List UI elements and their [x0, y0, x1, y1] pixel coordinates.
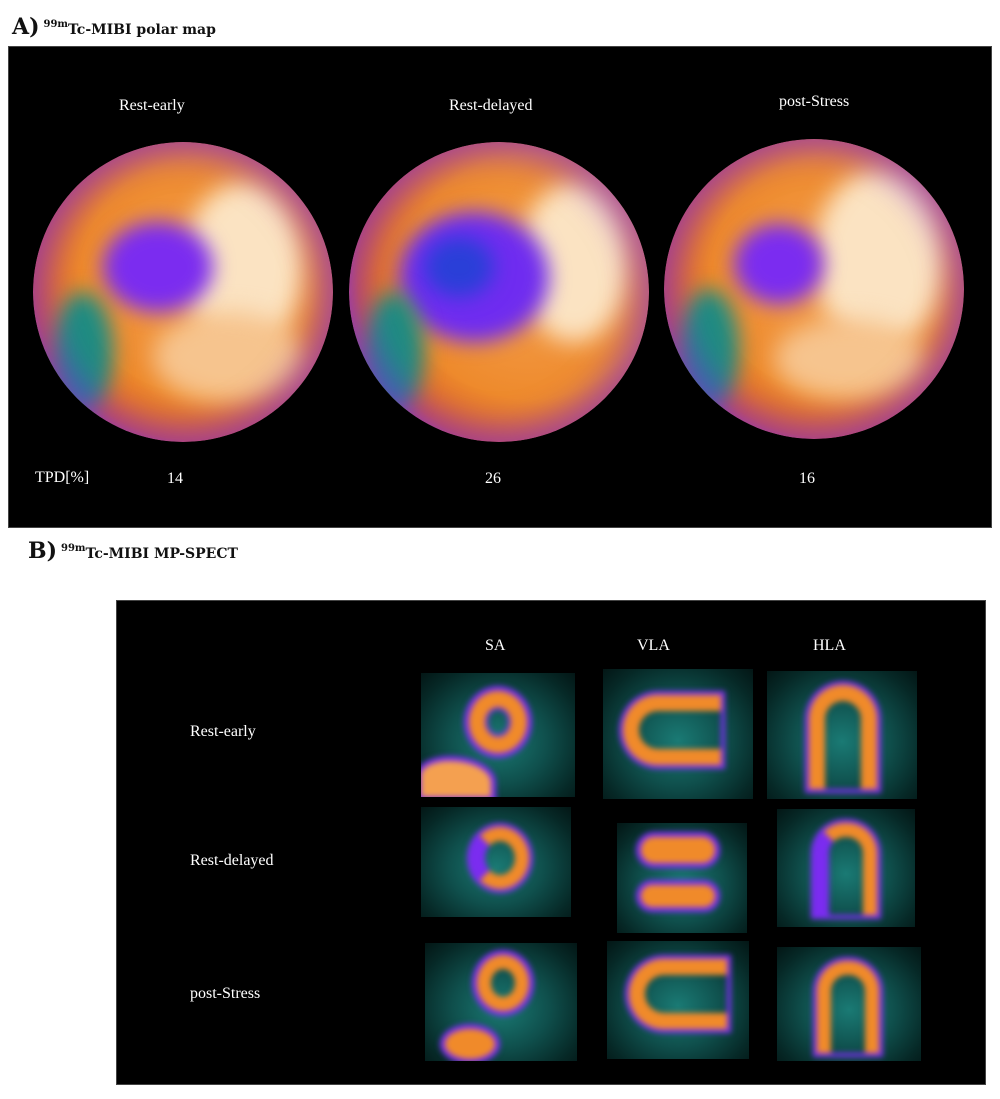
slice-hla-rest-early: 31 [767, 671, 917, 799]
polar-map-rest-early [33, 142, 333, 442]
tpd-value-post-stress: 16 [799, 470, 815, 487]
polar-label-rest-early: Rest-early [119, 97, 185, 114]
section-a-letter: A) [12, 14, 40, 40]
spect-panel: SA VLA HLA Rest-early Rest-delayed post-… [116, 600, 986, 1085]
section-b-letter: B) [28, 538, 58, 564]
col-header-hla: HLA [813, 637, 846, 654]
row-label-rest-delayed: Rest-delayed [190, 852, 274, 869]
section-a-text: Tc-MIBI polar map [67, 22, 216, 38]
section-a-isotope: 99m [43, 19, 68, 30]
slice-hla-post-stress: 32 [777, 947, 921, 1061]
section-b-isotope: 99m [61, 543, 86, 554]
slice-hla-rest-delayed [777, 809, 915, 927]
slice-vla-rest-early [603, 669, 753, 799]
row-label-rest-early: Rest-early [190, 723, 256, 740]
tpd-value-rest-early: 14 [167, 470, 183, 487]
slice-sa-rest-delayed [421, 807, 571, 917]
slice-sa-rest-early [421, 673, 575, 797]
slice-vla-post-stress: 31 [607, 941, 749, 1059]
tpd-value-rest-delayed: 26 [485, 470, 501, 487]
section-b-text: Tc-MIBI MP-SPECT [85, 546, 238, 562]
slice-number: 32 [777, 947, 793, 948]
section-b-title: B) 99mTc-MIBI MP-SPECT [28, 538, 238, 564]
polar-label-rest-delayed: Rest-delayed [449, 97, 533, 114]
slice-sa-post-stress [425, 943, 577, 1061]
col-header-sa: SA [485, 637, 506, 654]
polar-map-panel: Rest-early Rest-delayed post-Stress TPD[… [8, 46, 992, 528]
slice-number: 31 [607, 941, 619, 944]
slice-vla-rest-delayed: 31 [617, 823, 747, 933]
col-header-vla: VLA [637, 637, 670, 654]
polar-map-rest-delayed [349, 142, 649, 442]
polar-map-post-stress [664, 139, 964, 439]
polar-label-post-stress: post-Stress [779, 93, 850, 110]
section-a-title: A) 99mTc-MIBI polar map [12, 14, 216, 40]
tpd-label: TPD[%] [35, 469, 90, 486]
row-label-post-stress: post-Stress [190, 985, 261, 1002]
